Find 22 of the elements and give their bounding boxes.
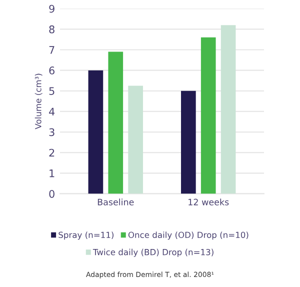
legend-label: Spray (n=11)	[58, 232, 114, 240]
legend-label: Twice daily (BD) Drop (n=13)	[92, 248, 214, 257]
bar	[88, 70, 104, 194]
y-tick-label: 4	[49, 108, 55, 116]
y-tick-label: 7	[49, 46, 54, 54]
y-tick-label: 9	[49, 4, 54, 13]
y-tick-label: 0	[49, 190, 54, 198]
x-tick-label: Baseline	[98, 198, 134, 206]
bar	[200, 37, 216, 194]
y-tick-label: 6	[49, 66, 54, 74]
y-tick-label: 2	[49, 148, 54, 157]
y-tick-label: 5	[49, 87, 54, 95]
x-tick-label: 12 weeks	[188, 198, 229, 206]
y-tick-label: 8	[49, 25, 54, 34]
y-tick-label: 1	[50, 170, 54, 178]
y-axis-title: Volume (cm³)	[34, 74, 42, 130]
bar	[181, 90, 196, 194]
bar	[108, 52, 124, 194]
y-tick-label: 3	[49, 128, 54, 136]
bar	[128, 86, 143, 194]
bar	[220, 25, 236, 194]
legend-label: Once daily (OD) Drop (n=10)	[128, 232, 248, 240]
